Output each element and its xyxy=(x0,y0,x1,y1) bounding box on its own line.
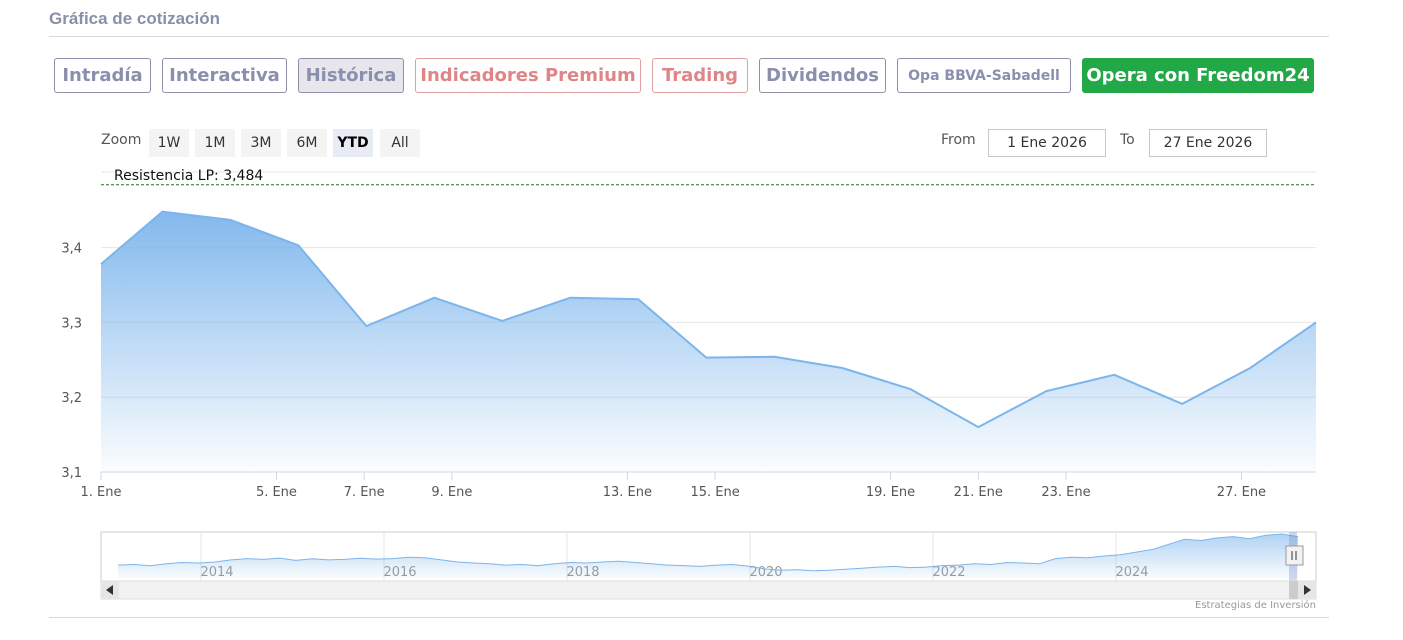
x-tick-label: 1. Ene xyxy=(81,485,122,500)
y-tick-label: 3,2 xyxy=(61,391,82,406)
from-date-input[interactable] xyxy=(988,129,1106,157)
scroll-right-arrow-icon xyxy=(1304,585,1311,595)
x-tick-label: 19. Ene xyxy=(866,485,915,500)
navigator-handle xyxy=(1285,545,1304,566)
top-divider xyxy=(49,36,1329,37)
tab-indicadores-premium[interactable]: Indicadores Premium xyxy=(415,58,641,93)
navigator[interactable]: 201420162018202020222024 xyxy=(100,531,1317,600)
tab-label: Opera con Freedom24 xyxy=(1086,65,1310,86)
zoom-1w-button[interactable]: 1W xyxy=(149,129,189,157)
credits: Estrategias de Inversión xyxy=(1195,600,1316,611)
tab-historica[interactable]: Histórica xyxy=(298,58,404,93)
section-title: Gráfica de cotización xyxy=(49,9,220,28)
tab-trading[interactable]: Trading xyxy=(652,58,748,93)
x-axis-ticks: 1. Ene 5. Ene 7. Ene 9. Ene 13. Ene 15. Ene 19… xyxy=(81,472,1266,500)
tab-label: Interactiva xyxy=(169,65,280,86)
bottom-divider xyxy=(49,617,1329,618)
tab-label: Intradía xyxy=(62,65,143,86)
y-tick-label: 3,4 xyxy=(61,242,82,257)
to-date-input[interactable] xyxy=(1149,129,1267,157)
tab-label: Indicadores Premium xyxy=(420,65,636,86)
zoom-all-button[interactable]: All xyxy=(380,129,420,157)
zoom-label: Zoom xyxy=(101,132,142,148)
y-tick-label: 3,3 xyxy=(61,316,82,331)
zoom-ytd-button[interactable]: YTD xyxy=(333,129,373,157)
x-tick-label: 7. Ene xyxy=(344,485,385,500)
zoom-1m-button[interactable]: 1M xyxy=(195,129,235,157)
x-tick-label: 23. Ene xyxy=(1041,485,1090,500)
tab-opa-bbva-sabadell[interactable]: Opa BBVA-Sabadell xyxy=(897,58,1071,93)
price-area xyxy=(101,211,1316,472)
y-tick-label: 3,1 xyxy=(61,466,82,481)
navigator-line xyxy=(117,533,1299,572)
tab-label: Trading xyxy=(661,65,739,86)
freedom24-button[interactable]: Opera con Freedom24 xyxy=(1082,58,1314,93)
price-line xyxy=(100,210,1317,429)
tab-label: Opa BBVA-Sabadell xyxy=(908,67,1060,84)
x-tick-label: 15. Ene xyxy=(690,485,739,500)
x-tick-label: 27. Ene xyxy=(1217,485,1266,500)
x-tick-label: 9. Ene xyxy=(431,485,472,500)
x-tick-label: 13. Ene xyxy=(603,485,652,500)
to-label: To xyxy=(1120,132,1135,148)
y-axis-labels: 3,1 3,2 3,3 3,4 xyxy=(61,242,82,481)
from-label: From xyxy=(941,132,976,148)
tab-interactiva[interactable]: Interactiva xyxy=(162,58,287,93)
zoom-3m-button[interactable]: 3M xyxy=(241,129,281,157)
tab-intradia[interactable]: Intradía xyxy=(54,58,151,93)
scroll-left-arrow-icon xyxy=(106,585,113,595)
navigator-area xyxy=(118,534,1298,578)
x-tick-label: 21. Ene xyxy=(954,485,1003,500)
tab-label: Dividendos xyxy=(766,65,879,86)
tab-label: Histórica xyxy=(305,65,397,86)
scrollbar-track xyxy=(100,580,1317,600)
x-tick-label: 5. Ene xyxy=(256,485,297,500)
zoom-6m-button[interactable]: 6M xyxy=(287,129,327,157)
scrollbar-thumb xyxy=(1289,581,1298,599)
tab-dividendos[interactable]: Dividendos xyxy=(759,58,886,93)
resistance-label: Resistencia LP: 3,484 xyxy=(114,168,263,184)
